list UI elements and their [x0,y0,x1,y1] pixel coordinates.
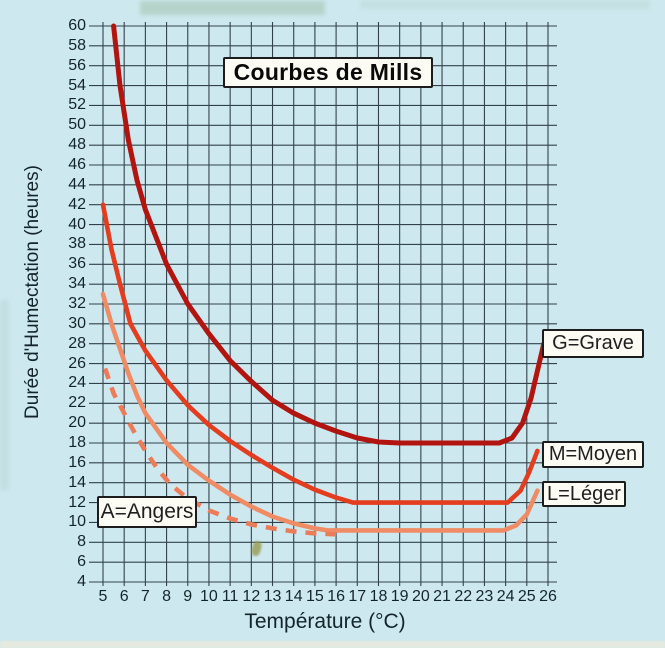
y-tick-label: 30 [68,314,86,332]
x-tick-label: 13 [263,588,282,605]
y-tick-label: 20 [68,414,86,432]
x-tick-label: 14 [284,588,303,605]
y-tick-label: 60 [68,17,86,34]
curve-moyen [100,202,540,505]
y-tick-label: 40 [68,215,86,233]
x-tick-label: 18 [369,588,388,605]
y-axis-title: Durée d'Humectation (heures) [22,165,43,419]
x-tick-label: 11 [221,588,239,605]
curve-grave [111,23,547,446]
y-tick-label: 32 [68,295,86,312]
y-tick-label: 34 [68,275,86,293]
curve-angers [102,367,337,537]
x-axis-title: Température (°C) [244,610,406,633]
y-tick-label: 38 [68,235,86,253]
y-tick-label: 50 [68,116,86,134]
x-tick-label: 6 [119,588,129,605]
y-tick-label: 36 [68,255,86,273]
y-tick-label: 56 [68,56,86,74]
y-tick-label: 4 [77,573,86,590]
y-tick-label: 16 [68,453,86,471]
x-tick-label: 20 [411,588,430,605]
curve-label-leger: L=Léger [542,481,626,507]
y-tick-label: 28 [68,334,86,352]
y-tick-label: 52 [68,96,86,114]
x-tick-label: 16 [327,588,345,605]
x-tick-label: 9 [183,588,193,605]
x-tick-label: 7 [140,588,150,605]
y-tick-label: 8 [77,533,86,551]
y-tick-label: 48 [68,136,86,154]
x-tick-label: 23 [475,588,494,605]
y-tick-label: 26 [68,354,86,372]
y-tick-label: 44 [68,175,86,193]
x-tick-label: 22 [454,588,473,605]
curve-label-moyen: M=Moyen [542,441,644,468]
x-tick-label: 24 [496,588,515,605]
curve-label-angers: A=Angers [97,496,197,528]
y-tick-label: 42 [68,195,86,213]
curve-leger [100,291,540,533]
x-tick-label: 21 [433,588,451,605]
y-tick-label: 54 [68,76,86,94]
x-tick-label: 5 [98,588,108,605]
y-tick-label: 10 [68,513,86,531]
y-tick-label: 24 [68,374,86,392]
curve-label-grave: G=Grave [542,329,644,358]
x-tick-label: 12 [242,588,261,605]
y-tick-label: 46 [68,156,86,173]
y-tick-label: 12 [68,493,86,511]
x-tick-label: 15 [305,588,324,605]
chart-title: Courbes de Mills [223,57,433,88]
y-tick-label: 14 [68,473,86,491]
y-tick-label: 22 [68,394,86,412]
x-tick-label: 26 [539,588,557,605]
y-tick-label: 6 [77,553,86,571]
y-tick-label: 18 [68,434,86,451]
x-tick-label: 10 [200,588,218,605]
x-tick-label: 25 [517,588,536,605]
x-tick-label: 8 [162,588,172,605]
x-tick-label: 19 [390,588,409,605]
y-tick-label: 58 [68,36,86,54]
x-tick-label: 17 [348,588,367,605]
